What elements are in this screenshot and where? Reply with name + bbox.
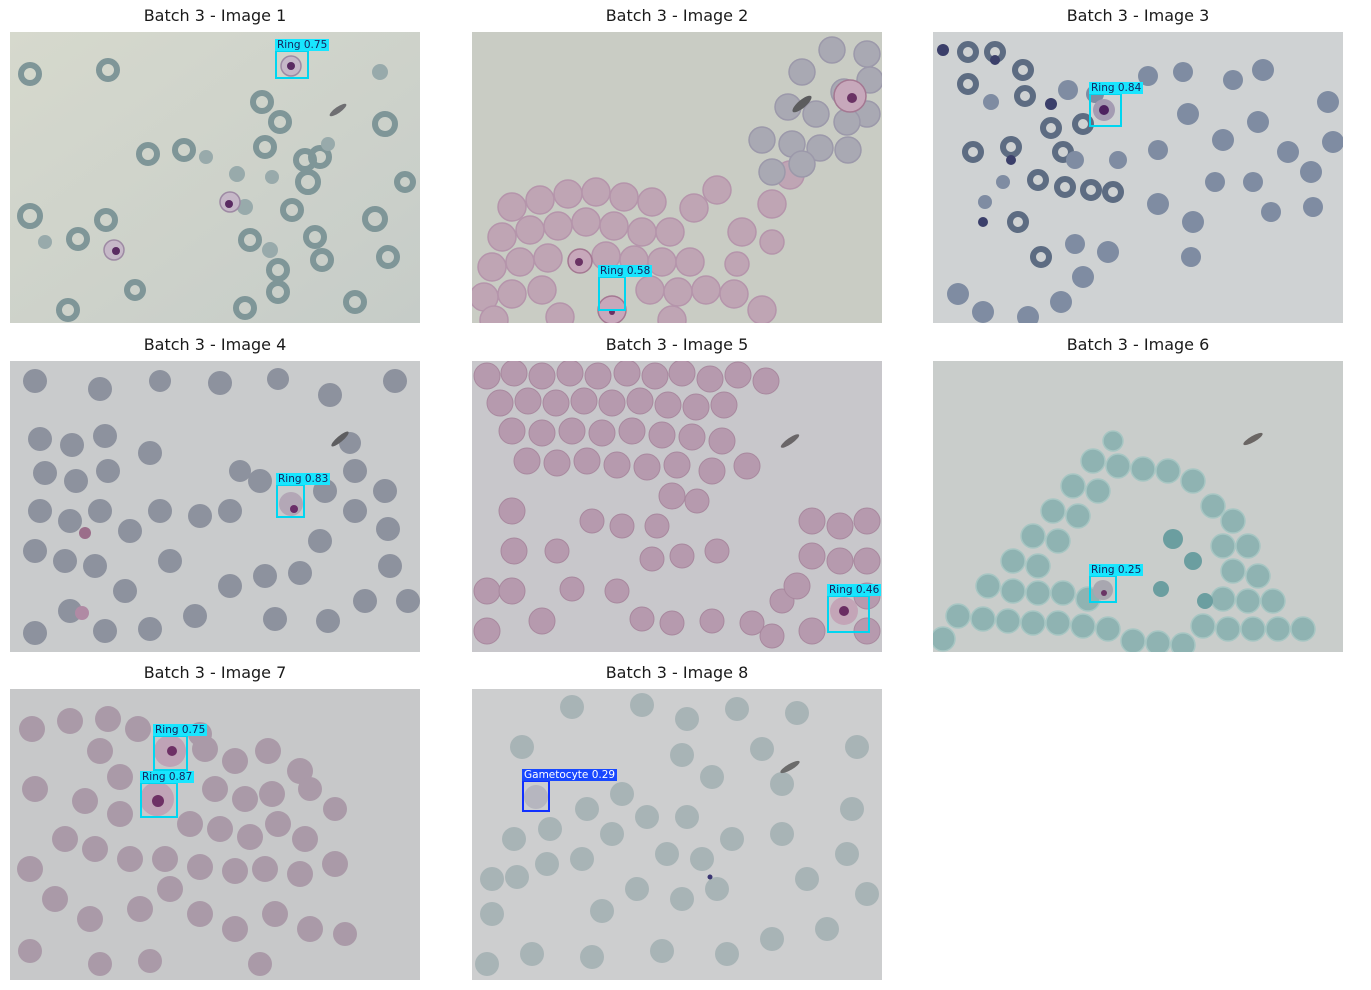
microscopy-image: Ring 0.25 [933,361,1343,652]
panel-title: Batch 3 - Image 3 [1066,6,1210,25]
microscopy-image: Ring 0.75 [10,32,420,323]
ring-bounding-box [276,484,305,518]
panel-title: Batch 3 - Image 5 [605,335,749,354]
panel-title: Batch 3 - Image 1 [143,6,287,25]
detection-label: Ring 0.46 [827,584,882,596]
blood-smear-picture [10,689,420,980]
ring-bounding-box [1089,575,1117,603]
detection-label: Ring 0.25 [1089,564,1144,576]
blood-smear-picture [472,361,882,652]
detection-label: Ring 0.58 [598,265,653,277]
panel-title: Batch 3 - Image 4 [143,335,287,354]
ring-bounding-box [827,595,870,633]
detection-label: Ring 0.83 [276,473,331,485]
detection-label: Ring 0.84 [1089,82,1144,94]
blood-smear-picture [10,361,420,652]
ring-bounding-box [275,50,309,79]
panel-title: Batch 3 - Image 7 [143,663,287,682]
detection-label: Ring 0.87 [140,771,195,783]
microscopy-image: Ring 0.58 [472,32,882,323]
ring-bounding-box [153,735,188,771]
microscopy-image: Ring 0.84 [933,32,1343,323]
microscopy-image: Ring 0.75 Ring 0.87 [10,689,420,980]
microscopy-image: Ring 0.83 [10,361,420,652]
panel-title: Batch 3 - Image 8 [605,663,749,682]
blood-smear-picture [472,689,882,980]
detection-label: Gametocyte 0.29 [522,769,618,781]
blood-smear-picture [933,32,1343,323]
blood-smear-picture [933,361,1343,652]
blood-smear-picture [472,32,882,323]
blood-smear-picture [10,32,420,323]
ring-bounding-box [598,276,626,311]
ring-bounding-box [140,782,178,818]
gametocyte-bounding-box [522,780,550,812]
detection-label: Ring 0.75 [275,39,330,51]
ring-bounding-box [1089,93,1122,127]
panel-title: Batch 3 - Image 6 [1066,335,1210,354]
panel-title: Batch 3 - Image 2 [605,6,749,25]
detection-label: Ring 0.75 [153,724,208,736]
microscopy-image: Gametocyte 0.29 [472,689,882,980]
microscopy-image: Ring 0.46 [472,361,882,652]
